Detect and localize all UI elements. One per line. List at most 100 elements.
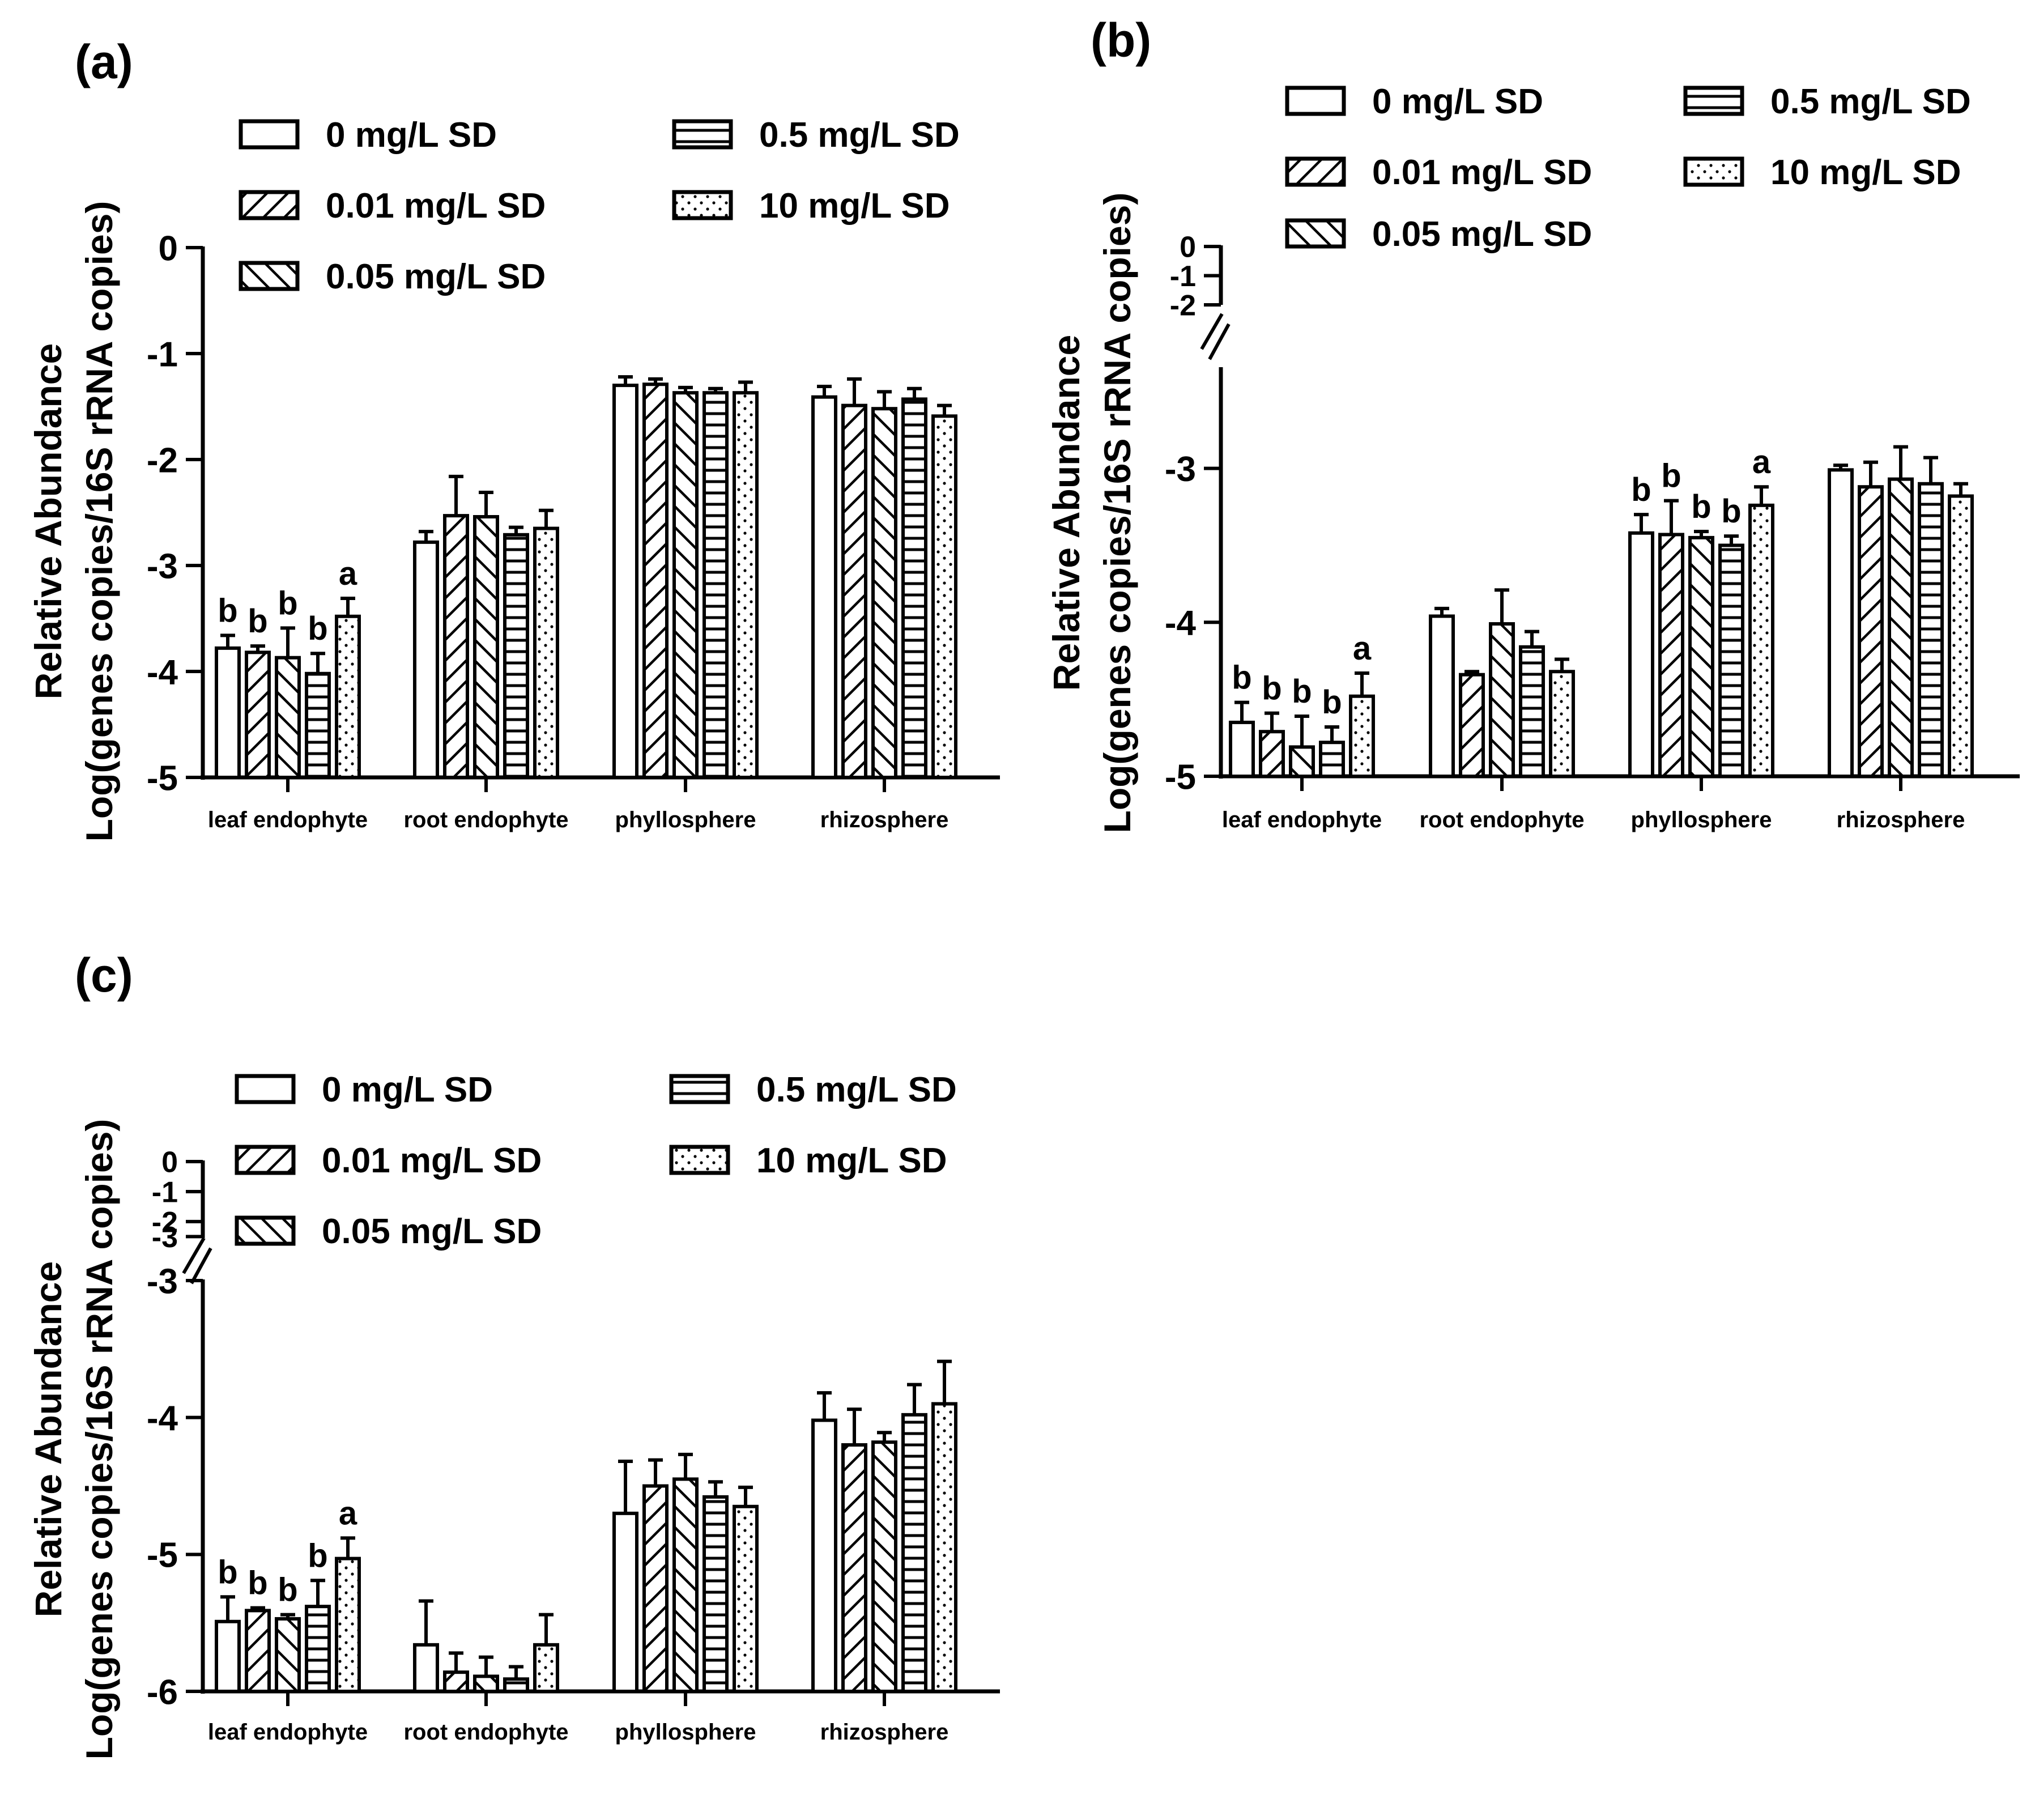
x-category-label: phyllosphere [615, 1720, 756, 1745]
y-axis-label-line2: Log(genes copies/16S rRNA copies) [78, 201, 120, 842]
y-tick-label: -4 [147, 653, 178, 692]
y-axis-label-line2: Log(genes copies/16S rRNA copies) [1096, 193, 1138, 834]
significance-letter: b [1232, 660, 1251, 696]
bar [305, 1605, 331, 1694]
bar [503, 533, 529, 780]
bar [733, 391, 759, 779]
legend-item: 0 mg/L SD [235, 1070, 493, 1109]
significance-letter: b [1292, 673, 1312, 710]
bar [901, 397, 927, 779]
bar [1948, 494, 1974, 779]
legend-label: 10 mg/L SD [756, 1141, 947, 1180]
legend-label: 0.01 mg/L SD [326, 186, 546, 226]
legend-label: 0.05 mg/L SD [326, 257, 546, 296]
y-tick-label: -3 [1165, 450, 1196, 489]
bar [533, 1643, 559, 1693]
legend-item: 0.01 mg/L SD [239, 186, 546, 226]
bar [215, 646, 241, 779]
legend-swatch-10-icon [669, 1145, 730, 1175]
legend-item: 0 mg/L SD [239, 116, 497, 155]
bar [533, 526, 559, 779]
significance-letter: a [1353, 630, 1372, 667]
significance-letter: b [1721, 493, 1741, 530]
bar [703, 391, 729, 779]
axis-break-mark [190, 1247, 212, 1285]
x-category-label: phyllosphere [615, 807, 756, 832]
y-tick-label: -5 [1165, 758, 1196, 797]
y-axis-label-line1: Relative Abundance [1045, 335, 1087, 691]
bar [443, 1670, 469, 1694]
bar [305, 671, 331, 779]
legend-swatch-001-icon [239, 190, 300, 220]
significance-letter: b [248, 603, 267, 640]
bar [1918, 482, 1944, 778]
significance-letter: b [1322, 684, 1342, 721]
legend-item: 10 mg/L SD [1683, 153, 1961, 192]
legend-swatch-001-icon [235, 1145, 296, 1175]
y-tick-label: 0 [1180, 231, 1196, 264]
bar [245, 1609, 271, 1694]
significance-letter: b [308, 610, 327, 647]
bar [642, 1484, 669, 1693]
legend-label: 0.05 mg/L SD [322, 1212, 542, 1251]
legend-item: 10 mg/L SD [669, 1141, 947, 1180]
axis-break-mark [182, 1237, 206, 1274]
bar [1888, 477, 1914, 778]
x-category-label: root endophyte [403, 807, 568, 832]
y-tick-label: -4 [1165, 604, 1197, 643]
x-category-label: root endophyte [1419, 807, 1584, 832]
panel-b: (b) Relative Abundance Log(genes copies/… [1045, 14, 2020, 833]
panel-label: (a) [75, 35, 133, 88]
bar [1858, 485, 1884, 778]
significance-letter: b [218, 592, 237, 629]
bar-group [413, 1599, 559, 1694]
y-tick-label: -3 [152, 1221, 178, 1254]
bar [1718, 543, 1744, 778]
bar [612, 1511, 638, 1693]
legend-item: 10 mg/L SD [672, 186, 950, 226]
bar [503, 1677, 529, 1693]
x-category-label: phyllosphere [1631, 807, 1772, 832]
significance-letter: b [278, 1572, 297, 1609]
bar [703, 1495, 729, 1693]
legend-swatch-05-icon [1683, 86, 1744, 116]
legend-label: 10 mg/L SD [1770, 153, 1961, 192]
y-tick-label: -5 [147, 759, 178, 798]
y-tick-label: -2 [152, 1206, 178, 1239]
legend-label: 0.01 mg/L SD [1372, 153, 1592, 192]
bar [931, 414, 957, 779]
significance-letter: b [218, 1554, 237, 1591]
bar [335, 614, 361, 779]
legend: 0 mg/L SD 0.01 mg/L SD 0.05 mg/L SD 0.5 mg/… [1285, 82, 1971, 254]
x-category-label: root endophyte [403, 1720, 568, 1745]
bar [871, 407, 897, 779]
legend-swatch-0-icon [235, 1074, 296, 1104]
bar [871, 1440, 897, 1694]
legend-label: 0.01 mg/L SD [322, 1141, 542, 1180]
legend-swatch-10-icon [1683, 156, 1744, 187]
bar-group [612, 375, 759, 779]
legend-swatch-0-icon [239, 119, 300, 150]
x-category-label: leaf endophyte [208, 1720, 368, 1745]
y-tick-label: -5 [147, 1536, 178, 1575]
y-tick-label: 0 [159, 229, 178, 268]
legend-item: 0.5 mg/L SD [672, 116, 960, 155]
panel-c: (c) Relative Abundance Log(genes copies/… [27, 949, 1000, 1759]
y-tick-label: -4 [147, 1399, 178, 1438]
legend-swatch-005-icon [1285, 218, 1346, 249]
y-tick-label: -2 [147, 441, 178, 480]
bar [901, 1413, 927, 1693]
legend-item: 0.5 mg/L SD [669, 1070, 957, 1109]
bar [1319, 741, 1345, 779]
axis-break-mark [1208, 323, 1231, 360]
legend-label: 0 mg/L SD [322, 1070, 493, 1109]
y-tick-label: 0 [161, 1146, 178, 1179]
bar [811, 1418, 837, 1693]
legend-label: 0.5 mg/L SD [1770, 82, 1971, 121]
x-category-label: rhizosphere [1837, 807, 1965, 832]
